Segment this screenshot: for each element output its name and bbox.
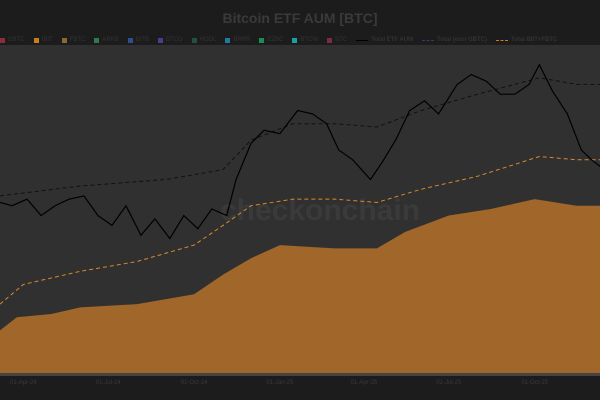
legend: GBTC IBIT FBTC ARKB BITB BTCO HODL BRRR EZBC BTCW… <box>0 35 600 45</box>
legend-swatch <box>327 37 333 43</box>
legend-label: HODL <box>199 37 217 43</box>
legend-item[interactable]: GBTC <box>0 37 25 43</box>
legend-item[interactable]: BRRR <box>225 37 250 43</box>
legend-label: EZBC <box>267 37 284 43</box>
x-tick-label: 01-Apr-25 <box>351 380 378 386</box>
legend-item[interactable]: EZBC <box>259 37 283 43</box>
legend-swatch <box>292 37 298 43</box>
legend-swatch <box>94 37 100 43</box>
legend-item[interactable]: IBIT <box>33 37 53 43</box>
legend-swatch <box>158 37 164 43</box>
legend-item[interactable]: Total ETF AUM <box>356 37 413 43</box>
legend-swatch <box>0 37 5 43</box>
legend-swatch <box>422 39 435 41</box>
legend-label: Total IBIT+FBTC <box>511 37 558 43</box>
legend-item[interactable]: FBTC <box>61 37 86 43</box>
legend-item[interactable]: ARKB <box>94 37 119 43</box>
legend-label: ARKB <box>102 37 119 43</box>
legend-label: FBTC <box>69 37 86 43</box>
legend-label: BITB <box>135 37 150 43</box>
legend-swatch <box>61 37 67 43</box>
x-tick-label: 01-Jan-25 <box>266 380 294 386</box>
x-tick-label: 01-Apr-24 <box>10 380 37 386</box>
x-tick-label: 01-Jul-24 <box>96 380 122 386</box>
legend-item[interactable]: BITB <box>127 37 150 43</box>
chart-title: Bitcoin ETF AUM [BTC] <box>222 10 378 26</box>
series-line <box>0 156 600 305</box>
x-tick-label: 01-Jul-25 <box>436 380 462 386</box>
legend-item[interactable]: BTCO <box>158 37 183 43</box>
series-line <box>0 63 600 240</box>
legend-label: GBTC <box>8 37 25 43</box>
legend-swatch <box>496 39 508 41</box>
legend-swatch <box>127 37 133 43</box>
legend-swatch <box>225 37 231 43</box>
legend-item[interactable]: BTCW <box>292 37 318 43</box>
legend-item[interactable]: BTC <box>327 37 347 43</box>
x-tick-label: 01-Oct-24 <box>181 380 208 386</box>
legend-label: IBIT <box>41 37 53 43</box>
legend-label: BTCO <box>166 37 183 43</box>
legend-swatch <box>191 37 197 43</box>
legend-label: BRRR <box>233 37 251 43</box>
legend-swatch <box>259 37 265 43</box>
legend-item[interactable]: Total (excl GBTC) <box>422 37 487 43</box>
legend-item[interactable]: Total IBIT+FBTC <box>496 37 557 43</box>
legend-label: BTCW <box>300 37 319 43</box>
legend-label: Total (excl GBTC) <box>437 37 487 43</box>
series-area-ibit <box>0 199 600 373</box>
x-tick-label: 01-Oct-25 <box>521 380 548 386</box>
legend-swatch <box>356 39 369 41</box>
x-axis-line <box>0 373 600 376</box>
legend-label: Total ETF AUM <box>371 37 414 43</box>
legend-item[interactable]: HODL <box>191 37 217 43</box>
legend-label: BTC <box>335 37 348 43</box>
series-line <box>0 77 600 197</box>
legend-swatch <box>33 37 39 43</box>
